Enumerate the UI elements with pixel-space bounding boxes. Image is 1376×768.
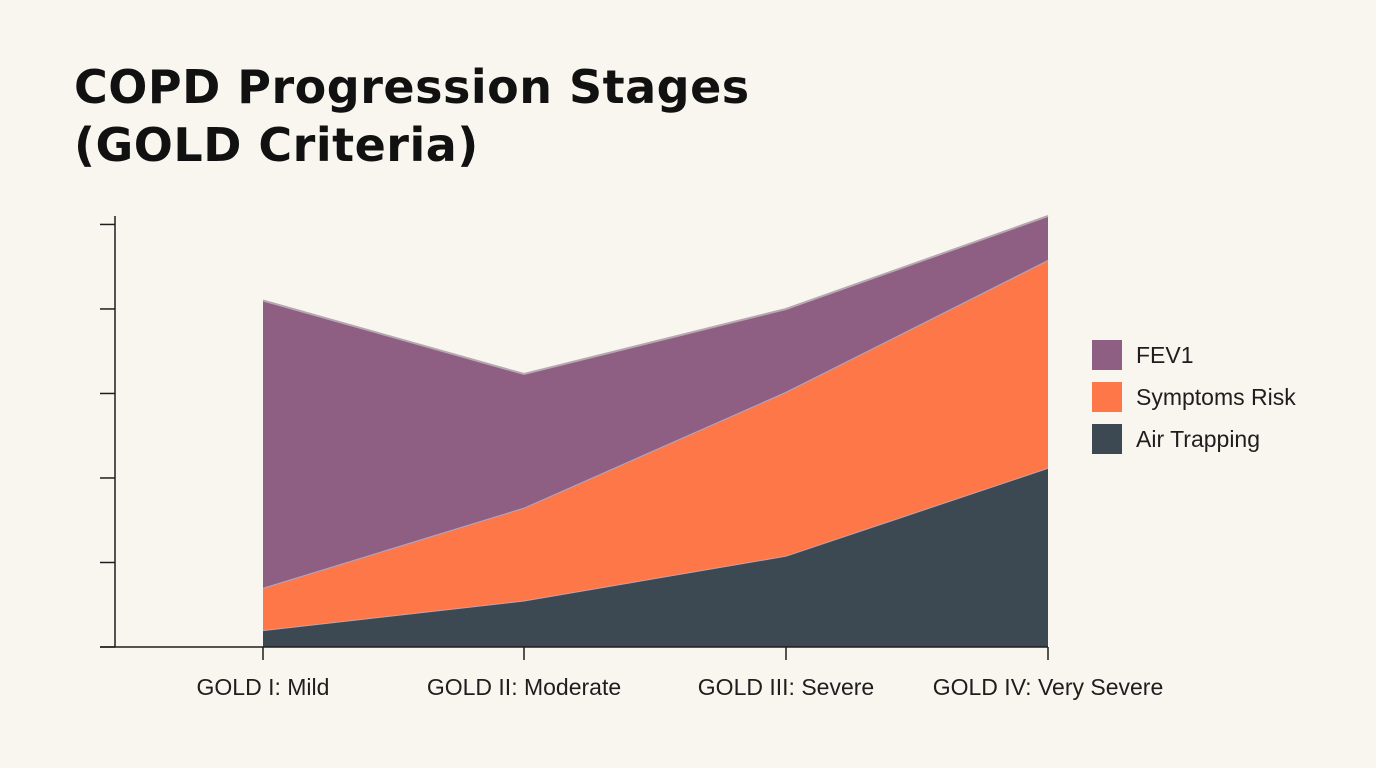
legend-label-air-trapping: Air Trapping — [1136, 426, 1260, 452]
area-edge-fev1 — [262, 215, 1049, 376]
x-axis-tick-labels: GOLD I: Mild GOLD II: Moderate GOLD III: S… — [197, 674, 1164, 700]
legend-label-fev1: FEV1 — [1136, 342, 1194, 368]
chart-title-line-2: (GOLD Criteria) — [74, 118, 479, 172]
x-tick-label: GOLD I: Mild — [197, 674, 330, 700]
legend-label-symptoms-risk: Symptoms Risk — [1136, 384, 1296, 410]
legend-swatch-air-trapping — [1092, 424, 1122, 454]
legend-swatch-symptoms-risk — [1092, 382, 1122, 412]
chart-title-line-1: COPD Progression Stages — [74, 60, 750, 114]
x-tick-label: GOLD II: Moderate — [427, 674, 621, 700]
x-tick-label: GOLD IV: Very Severe — [933, 674, 1164, 700]
area-fev1 — [263, 216, 1048, 588]
legend: FEV1 Symptoms Risk Air Trapping — [1092, 340, 1296, 454]
legend-swatch-fev1 — [1092, 340, 1122, 370]
area-edge-symptoms-risk — [262, 259, 1049, 589]
area-layers — [262, 215, 1049, 647]
chart-title: COPD Progression Stages (GOLD Criteria) — [74, 58, 750, 174]
axes — [100, 216, 1049, 660]
x-tick-label: GOLD III: Severe — [698, 674, 874, 700]
area-air-trapping — [263, 467, 1048, 647]
area-symptoms-risk — [263, 259, 1048, 631]
